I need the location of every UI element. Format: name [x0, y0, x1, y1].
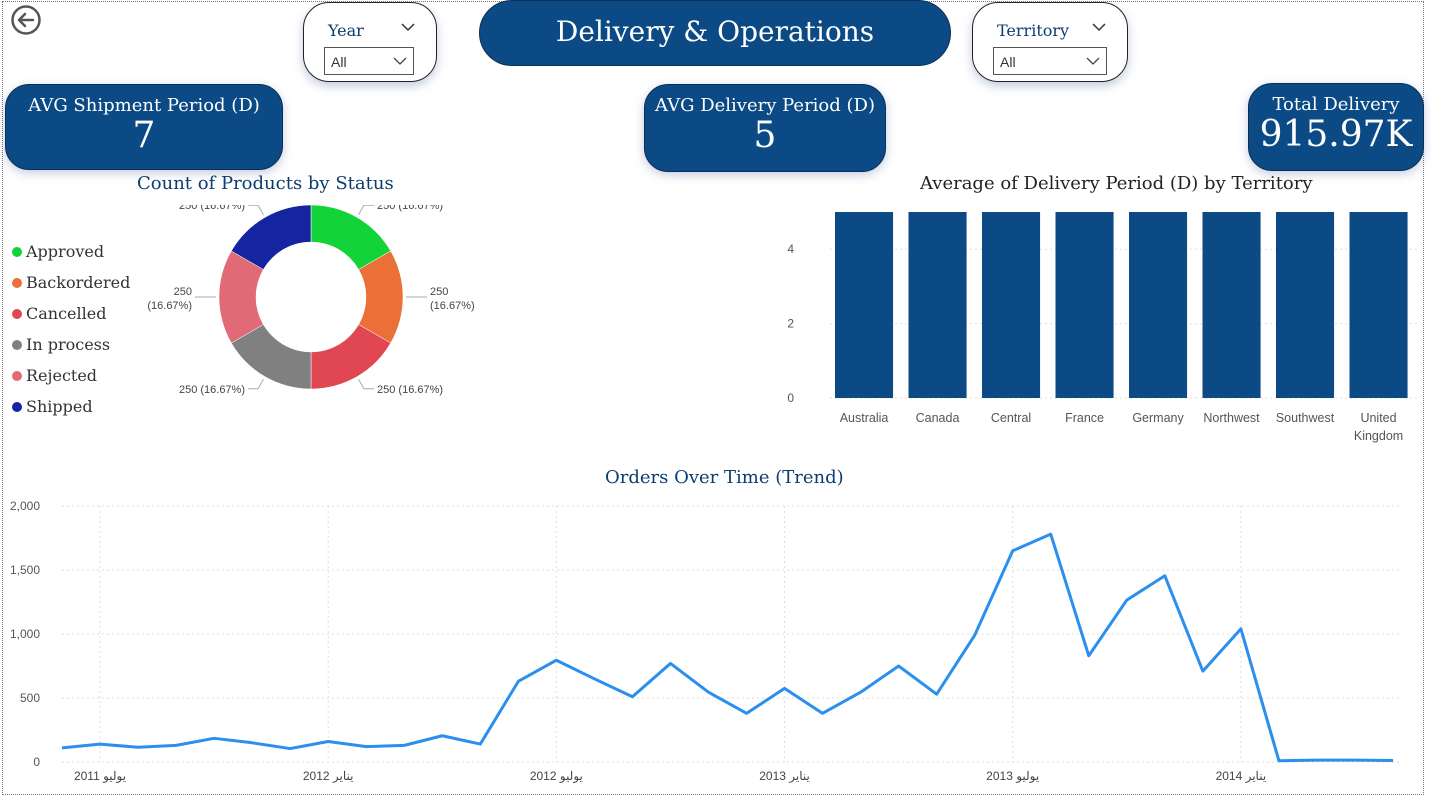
leader-line — [248, 205, 264, 215]
kpi-total-delivery: Total Delivery 915.97K — [1248, 83, 1424, 171]
bar[interactable] — [1349, 212, 1408, 398]
kpi-label: Total Delivery — [1272, 94, 1400, 115]
kpi-label: AVG Delivery Period (D) — [655, 95, 875, 116]
donut-slice[interactable] — [230, 205, 312, 270]
legend-label: Shipped — [26, 397, 93, 416]
y-tick-label: 0 — [33, 755, 40, 769]
x-tick-label: يوليو 2011 — [74, 769, 126, 783]
x-tick-label: يناير 2014 — [1216, 769, 1267, 783]
legend-marker — [12, 308, 22, 319]
bar[interactable] — [1129, 212, 1188, 398]
data-label: 250 (16.67%) — [377, 205, 443, 212]
x-tick-label: يناير 2013 — [759, 769, 810, 783]
legend-marker — [12, 246, 22, 257]
legend-item[interactable]: In process — [12, 329, 130, 360]
data-label: 250 (16.67%) — [430, 286, 475, 312]
legend-marker — [12, 401, 22, 412]
bar[interactable] — [908, 212, 967, 398]
legend-label: Backordered — [26, 273, 131, 292]
legend-item[interactable]: Shipped — [12, 391, 130, 422]
bar[interactable] — [835, 212, 894, 398]
leader-line — [248, 379, 264, 390]
y-tick-label: 500 — [20, 691, 40, 705]
kpi-value: 915.97K — [1259, 114, 1413, 155]
legend-marker — [12, 339, 22, 350]
data-label: 250 (16.67%) — [377, 384, 443, 396]
year-slicer-label: Year — [328, 21, 364, 40]
legend-item[interactable]: Cancelled — [12, 298, 130, 329]
donut-chart: 250 (16.67%) 250 (16.67%) 250 (16.67%) 250 (… — [147, 205, 475, 396]
legend-marker — [12, 370, 22, 381]
x-tick-label: Australia — [840, 411, 889, 425]
legend-item[interactable]: Rejected — [12, 360, 130, 391]
chevron-down-icon — [1086, 57, 1100, 65]
y-tick-label: 4 — [787, 242, 794, 256]
x-tick-label: يوليو 2013 — [986, 769, 1039, 783]
kpi-value: 5 — [753, 115, 777, 156]
leader-line — [358, 205, 374, 215]
leader-line — [358, 379, 374, 390]
chevron-down-icon — [393, 57, 407, 65]
territory-dropdown[interactable]: All — [993, 47, 1107, 75]
legend-marker — [12, 277, 22, 288]
y-tick-label: 1,500 — [10, 563, 40, 577]
data-label: 250 (16.67%) — [179, 205, 245, 212]
legend-item[interactable]: Approved — [12, 236, 130, 267]
x-tick-label: Germany — [1132, 411, 1184, 425]
kpi-label: AVG Shipment Period (D) — [28, 95, 260, 116]
y-tick-label: 1,000 — [10, 627, 40, 641]
chevron-down-icon[interactable] — [400, 19, 416, 35]
y-tick-label: 2 — [787, 317, 794, 331]
territory-dropdown-value: All — [1000, 54, 1016, 70]
line-chart-title: Orders Over Time (Trend) — [605, 467, 844, 488]
page-title: Delivery & Operations — [479, 0, 951, 66]
bar-chart: 0 2 4 Australia Canada Central France Germany No… — [787, 212, 1418, 443]
x-tick-label: Northwest — [1203, 411, 1260, 425]
x-tick-label: Canada — [916, 411, 960, 425]
bar[interactable] — [1202, 212, 1261, 398]
series-line[interactable] — [61, 532, 1394, 763]
territory-slicer-label: Territory — [997, 21, 1070, 40]
y-tick-label: 0 — [787, 391, 794, 405]
x-tick-label: Central — [991, 411, 1031, 425]
x-tick-label: Southwest — [1276, 411, 1335, 425]
legend-item[interactable]: Backordered — [12, 267, 130, 298]
bar-chart-title: Average of Delivery Period (D) by Territ… — [920, 173, 1313, 194]
year-dropdown-value: All — [331, 54, 347, 70]
data-label: 250 (16.67%) — [179, 384, 245, 396]
x-tick-label: France — [1065, 411, 1104, 425]
chevron-down-icon[interactable] — [1091, 19, 1107, 35]
y-tick-label: 2,000 — [10, 499, 40, 513]
territory-slicer[interactable]: Territory All — [972, 2, 1128, 82]
kpi-avg-delivery-period: AVG Delivery Period (D) 5 — [644, 84, 886, 172]
year-slicer[interactable]: Year All — [303, 2, 437, 82]
line-chart: 0 500 1,000 1,500 2,000 يوليو 2011 يناير 2012 ي… — [10, 499, 1403, 783]
legend-label: Cancelled — [26, 304, 107, 323]
x-tick-label: United Kingdom — [1354, 411, 1403, 443]
legend-label: In process — [26, 335, 111, 354]
year-dropdown[interactable]: All — [324, 47, 414, 75]
donut-chart-title: Count of Products by Status — [137, 173, 394, 194]
bar[interactable] — [1276, 212, 1335, 398]
data-label: 250 (16.67%) — [147, 286, 192, 312]
donut-legend: Approved Backordered Cancelled In process Re… — [12, 236, 130, 422]
legend-label: Approved — [26, 242, 105, 261]
x-tick-label: يناير 2012 — [303, 769, 354, 783]
bar[interactable] — [982, 212, 1041, 398]
bar[interactable] — [1055, 212, 1114, 398]
x-tick-label: يوليو 2012 — [530, 769, 583, 783]
kpi-avg-shipment-period: AVG Shipment Period (D) 7 — [5, 84, 283, 170]
back-arrow-icon[interactable] — [10, 4, 42, 36]
kpi-value: 7 — [132, 115, 156, 156]
legend-label: Rejected — [26, 366, 98, 385]
